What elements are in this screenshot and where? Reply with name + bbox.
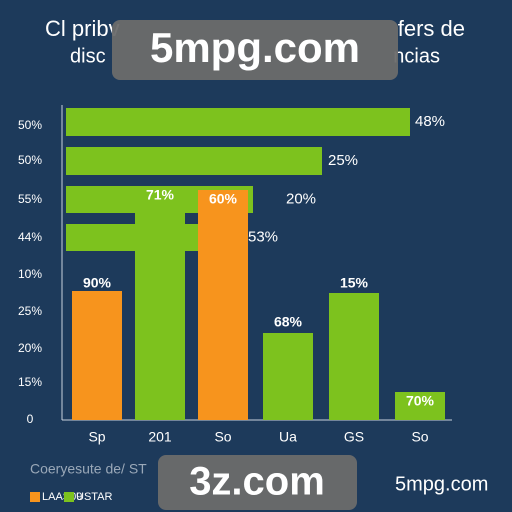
watermark: 3z.com — [189, 460, 325, 504]
bar-label: 48% — [415, 113, 445, 130]
bar-label: 68% — [274, 314, 303, 330]
y-label: 55% — [18, 192, 42, 206]
marks: 48% 25% 20% 53% 90% 71% 60% 68% 15% 70% — [66, 108, 445, 420]
category-label: So — [214, 429, 231, 445]
watermark: 5mpg.com — [395, 473, 488, 495]
y-label: 20% — [18, 341, 42, 355]
category-label: So — [411, 429, 428, 445]
column-bar — [198, 190, 248, 420]
y-label: 15% — [18, 375, 42, 389]
category-label: 201 — [148, 429, 172, 445]
bar-label: 25% — [328, 152, 358, 169]
watermark-box — [112, 20, 398, 80]
column-bar — [72, 291, 122, 420]
y-label: 25% — [18, 304, 42, 318]
title-right: ncias — [393, 45, 440, 67]
legend-swatch — [64, 492, 74, 502]
footer-text: Coeryesute de/ ST — [30, 461, 147, 477]
watermark-box — [158, 455, 357, 510]
bar-label: 20% — [286, 190, 316, 207]
horizontal-bar — [66, 108, 410, 136]
title-right: fers de — [398, 16, 465, 41]
column-bar — [263, 333, 313, 420]
y-label: 0 — [27, 412, 34, 426]
column-bar — [135, 190, 185, 420]
y-label: 50% — [18, 118, 42, 132]
title-left: Cl pribv — [45, 16, 120, 41]
bar-label: 15% — [340, 275, 369, 291]
legend-swatch — [30, 492, 40, 502]
title-left: disc — [70, 45, 106, 67]
watermark: 5mpg.com — [150, 24, 360, 71]
bar-label: 60% — [209, 191, 238, 207]
column-bar — [395, 392, 445, 420]
bar-label: 53% — [248, 228, 278, 245]
category-label: Sp — [88, 429, 105, 445]
category-label: Ua — [279, 429, 297, 445]
y-label: 50% — [18, 153, 42, 167]
horizontal-bar — [66, 147, 322, 175]
category-label: GS — [344, 429, 364, 445]
y-label: 44% — [18, 230, 42, 244]
bar-label: 70% — [406, 393, 435, 409]
bar-label: 71% — [146, 187, 175, 203]
y-label: 10% — [18, 267, 42, 281]
column-bar — [329, 293, 379, 420]
bar-label: 90% — [83, 275, 112, 291]
legend-label: USTAR — [76, 491, 113, 503]
